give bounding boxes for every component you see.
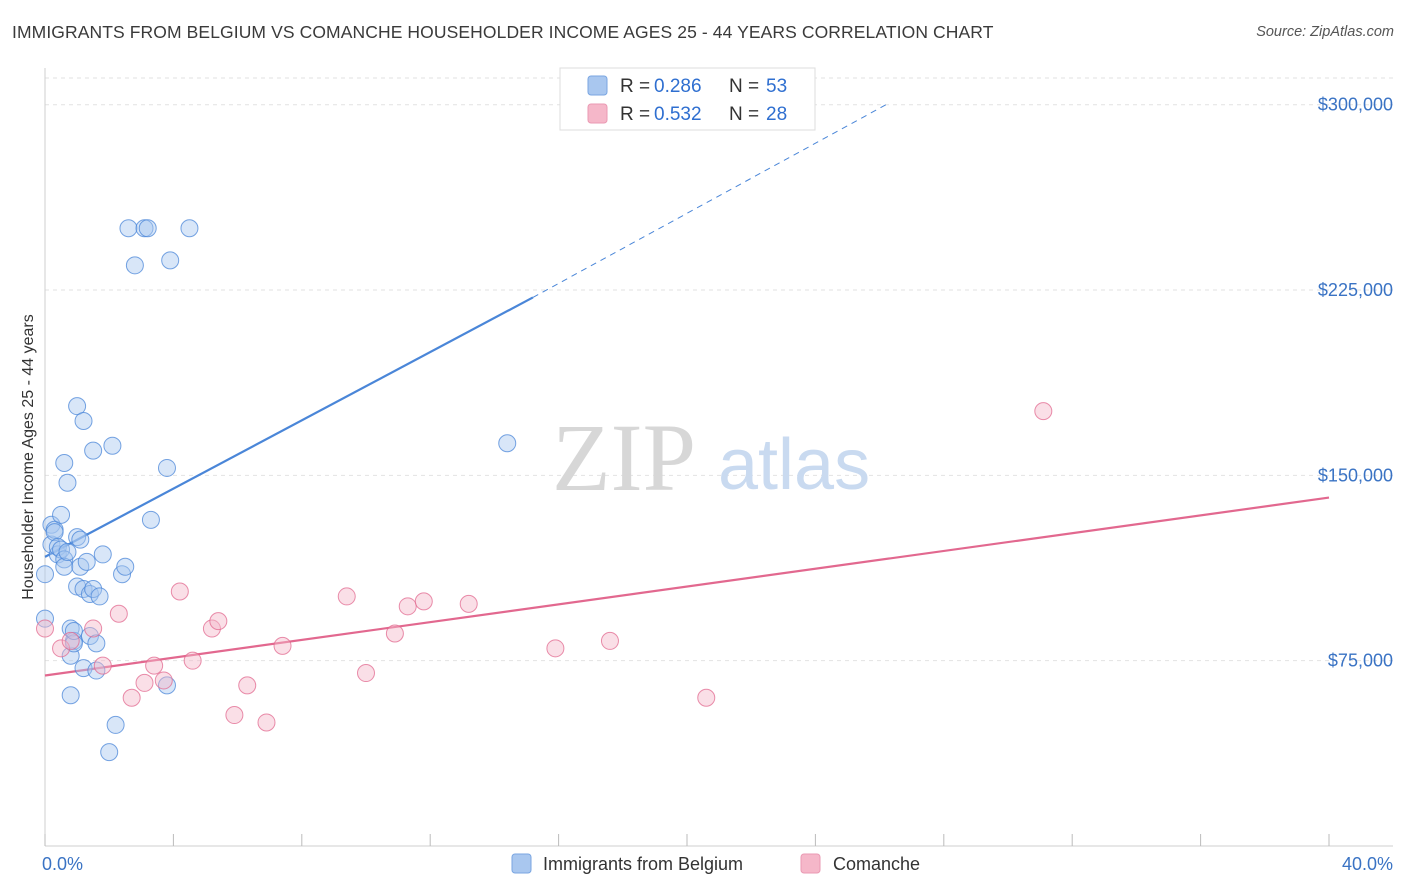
point-belgium (87, 634, 106, 653)
watermark-zip: ZIP (552, 404, 696, 511)
point-belgium (36, 565, 54, 584)
point-belgium (498, 434, 517, 453)
point-comanche (52, 639, 71, 658)
point-comanche (135, 673, 154, 692)
point-belgium (45, 523, 64, 542)
point-comanche (238, 676, 257, 695)
trend-line-comanche (44, 496, 1330, 677)
point-belgium (58, 473, 77, 492)
series-legend: Immigrants from Belgium Comanche (511, 853, 920, 874)
bottom-legend-swatch-comanche (800, 853, 821, 874)
point-belgium (61, 686, 80, 705)
point-belgium (125, 256, 144, 275)
legend-n-label-belgium: N = (729, 76, 759, 97)
point-comanche (122, 688, 141, 707)
point-comanche (546, 639, 565, 658)
point-comanche (697, 688, 716, 707)
trend-line-belgium (44, 296, 534, 558)
bottom-legend-label-comanche: Comanche (833, 854, 920, 874)
point-comanche (398, 597, 417, 616)
y-tick-label: $225,000 (1318, 280, 1393, 300)
point-belgium (58, 542, 77, 561)
legend-r-value-comanche: 0.532 (654, 104, 702, 125)
point-belgium (77, 552, 96, 571)
point-comanche (84, 619, 103, 638)
point-comanche (1034, 402, 1053, 421)
legend-swatch-belgium (587, 75, 608, 96)
point-belgium (93, 545, 112, 564)
point-comanche (357, 664, 375, 683)
point-belgium (55, 557, 74, 576)
point-comanche (93, 656, 112, 675)
y-tick-label: $300,000 (1318, 95, 1393, 115)
point-comanche (36, 619, 54, 638)
legend-n-label-comanche: N = (729, 104, 759, 125)
legend-swatch-comanche (587, 103, 608, 124)
point-belgium (68, 528, 87, 547)
point-belgium (100, 743, 119, 762)
data-points (36, 219, 1053, 762)
watermark-atlas: atlas (718, 425, 870, 505)
legend-r-label-comanche: R = (620, 104, 650, 125)
y-axis-label: Householder Income Ages 25 - 44 years (20, 314, 37, 600)
x-tick-label-max: 40.0% (1342, 854, 1393, 874)
trend-lines (44, 104, 1330, 677)
point-comanche (109, 604, 128, 623)
y-tick-label: $75,000 (1328, 651, 1393, 671)
y-tick-label: $150,000 (1318, 465, 1393, 485)
legend-r-value-belgium: 0.286 (654, 76, 702, 97)
point-belgium (52, 505, 71, 524)
x-axis-ticks (44, 834, 1330, 846)
point-comanche (414, 592, 433, 611)
point-belgium (161, 251, 180, 270)
point-belgium (138, 219, 157, 238)
x-tick-label-min: 0.0% (42, 854, 83, 874)
y-tick-labels: $75,000 $150,000 $225,000 $300,000 (1318, 95, 1393, 671)
point-belgium (180, 219, 199, 238)
correlation-legend: R = 0.286 N = 53 R = 0.532 N = 28 (559, 67, 816, 131)
point-comanche (225, 706, 244, 725)
point-belgium (55, 454, 74, 472)
point-belgium (141, 510, 160, 529)
point-comanche (145, 656, 164, 675)
point-belgium (103, 436, 122, 455)
point-comanche (61, 631, 80, 650)
point-belgium (84, 441, 103, 460)
point-belgium (90, 587, 109, 606)
point-comanche (273, 636, 292, 655)
point-comanche (209, 612, 228, 631)
point-comanche (385, 624, 404, 643)
legend-n-value-belgium: 53 (766, 76, 787, 97)
legend-r-label-belgium: R = (620, 76, 650, 97)
point-comanche (337, 587, 356, 606)
point-comanche (459, 594, 478, 613)
point-belgium (64, 622, 83, 641)
point-comanche (170, 582, 189, 601)
bottom-legend-label-belgium: Immigrants from Belgium (543, 854, 743, 874)
point-comanche (202, 619, 221, 638)
bottom-legend-swatch-belgium (511, 853, 532, 874)
point-belgium (106, 715, 125, 734)
chart-title: IMMIGRANTS FROM BELGIUM VS COMANCHE HOUS… (12, 22, 994, 42)
trend-line-belgium-extension (532, 104, 887, 298)
point-comanche (257, 713, 276, 732)
point-belgium (71, 530, 90, 549)
point-belgium (157, 458, 176, 477)
grid-lines (45, 77, 1393, 662)
point-belgium (84, 580, 103, 599)
point-belgium (119, 219, 138, 238)
point-comanche (600, 631, 619, 650)
point-belgium (36, 609, 54, 628)
point-belgium (116, 557, 135, 576)
point-comanche (183, 651, 202, 670)
source-label: Source: ZipAtlas.com (1256, 24, 1394, 40)
point-belgium (68, 397, 87, 416)
point-comanche (154, 671, 173, 690)
point-belgium (157, 676, 176, 695)
legend-n-value-comanche: 28 (766, 104, 787, 125)
point-belgium (74, 411, 93, 430)
